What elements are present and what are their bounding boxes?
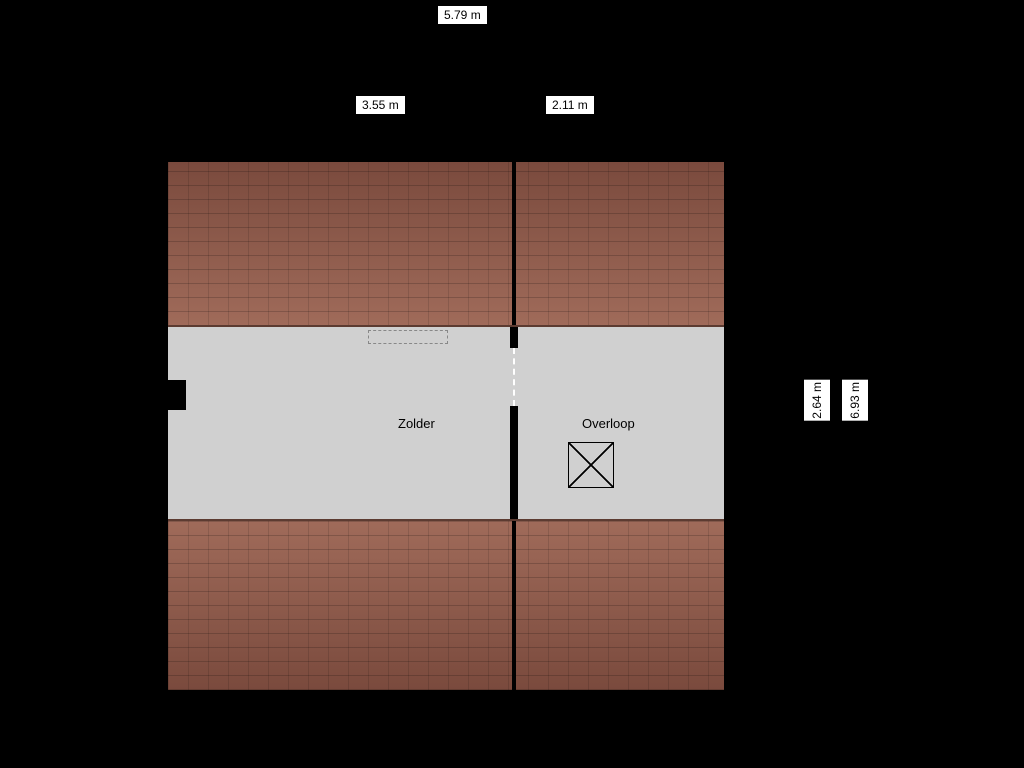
dim-top-total: 5.79 m [438,6,487,24]
dim-top-left: 3.55 m [356,96,405,114]
dim-top-right: 2.11 m [546,96,594,114]
floor-hatch [568,442,614,488]
left-pillar [168,380,186,410]
rooms-bottom-edge [168,519,724,521]
label-overloop: Overloop [582,416,635,431]
roof-top [168,162,724,326]
dim-right-outer: 6.93 m [842,380,868,421]
roof-bottom-tiles [168,520,724,690]
roof-top-tiles [168,162,724,326]
roof-bottom [168,520,724,690]
dim-right-inner: 2.64 m [804,380,830,421]
roof-window-outline [368,330,448,344]
door-opening [513,348,515,406]
label-zolder: Zolder [398,416,435,431]
rooms-band [168,326,724,520]
floorplan: Zolder Overloop [168,162,724,690]
rooms-top-edge [168,325,724,327]
partition-wall-bottom [510,406,518,520]
partition-wall-top [510,326,518,348]
